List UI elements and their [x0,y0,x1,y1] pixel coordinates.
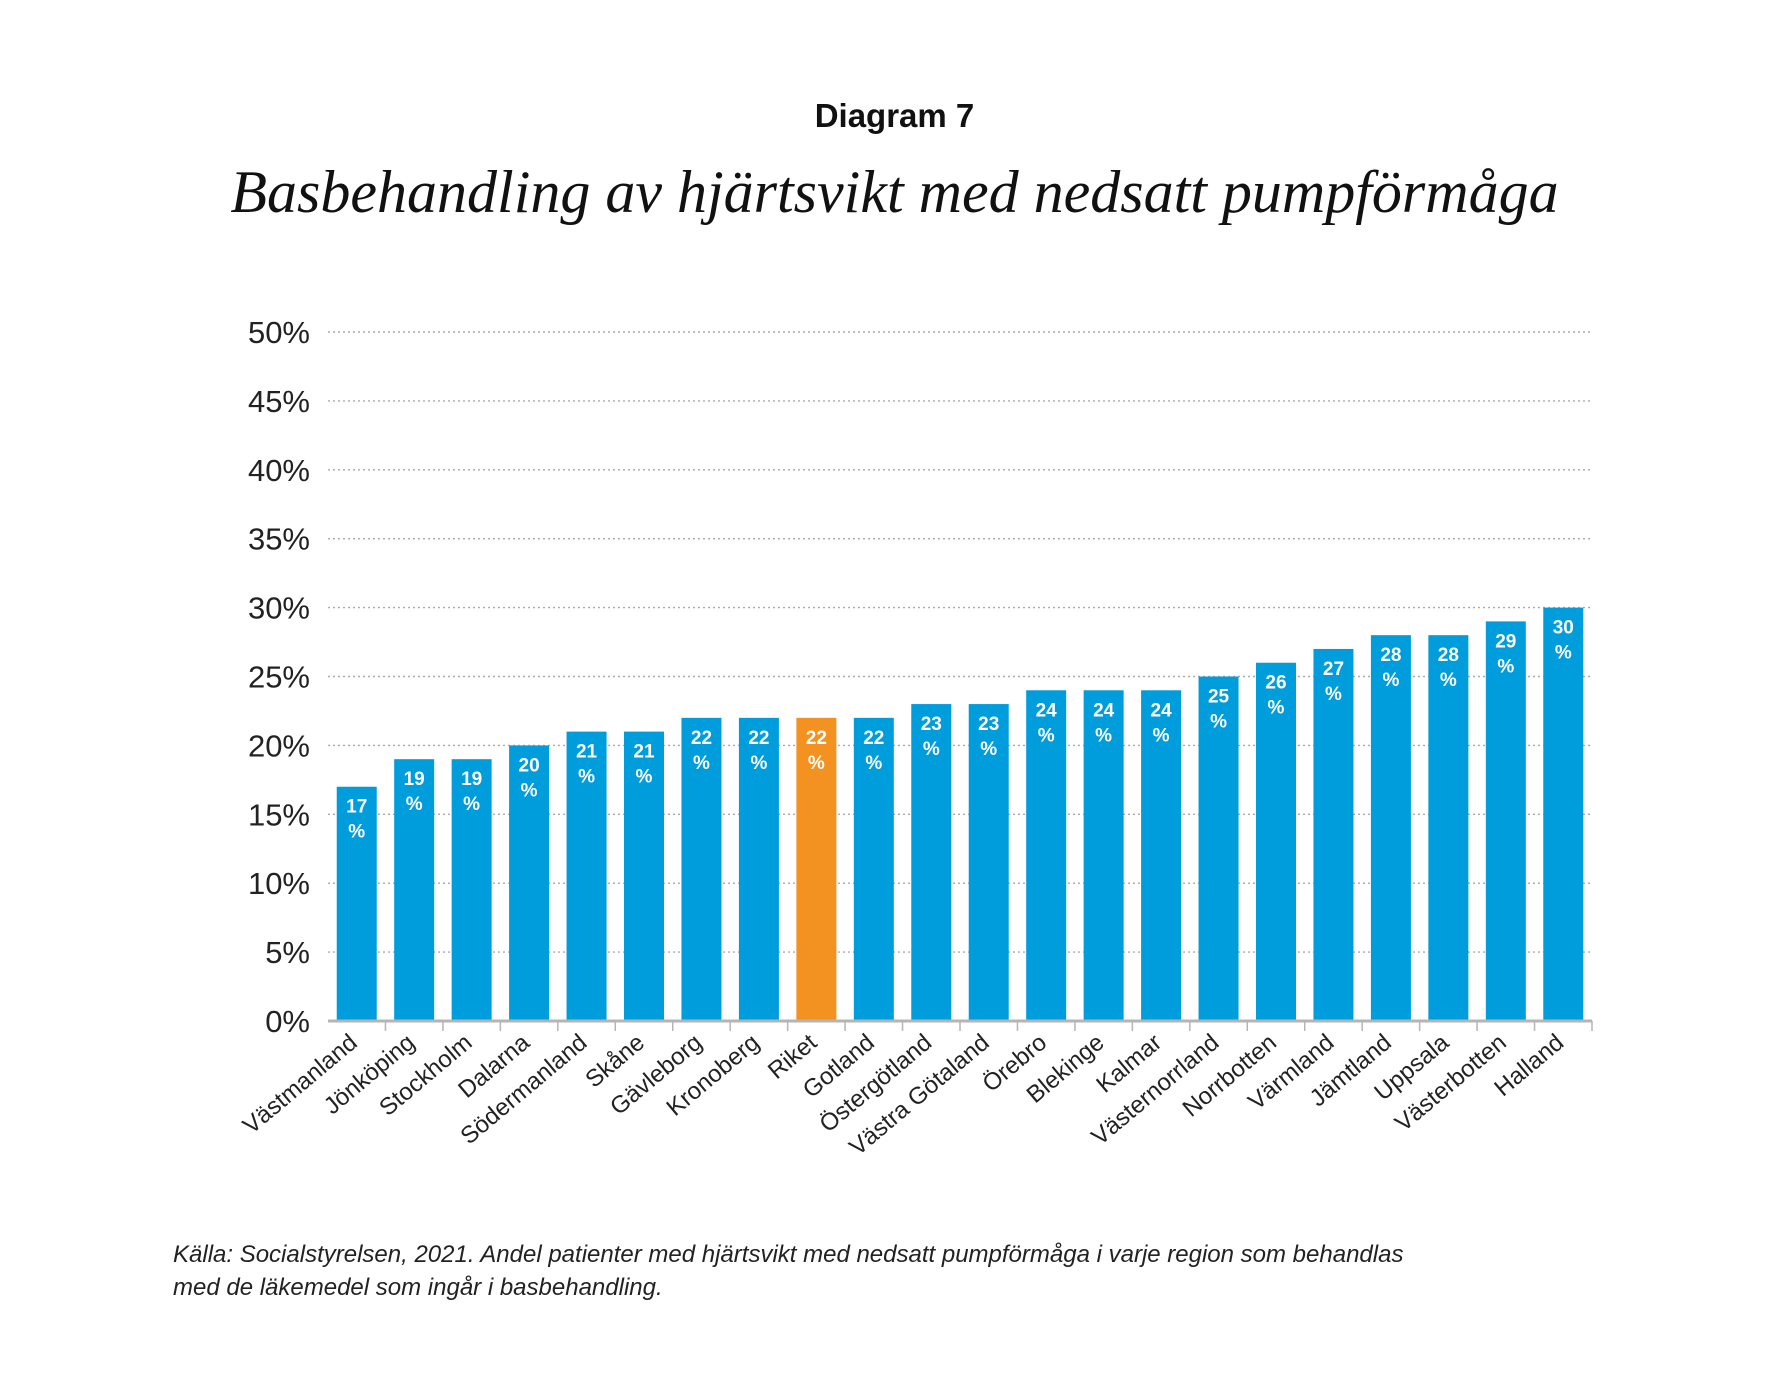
bar-norrbotten [1256,662,1296,1021]
value-label-unit: % [1325,684,1342,705]
value-label-number: 19 [404,769,425,790]
bar-västernorrland [1198,676,1239,1021]
diagram-number: Diagram 7 [814,97,975,134]
bar-kalmar [1141,690,1182,1021]
value-label-unit: % [1382,670,1399,691]
y-tick-label: 5% [265,935,310,970]
bars [336,607,1584,1021]
value-label-number: 26 [1265,673,1286,694]
y-tick-label: 20% [248,728,310,763]
bar-jönköping [394,759,435,1021]
value-label-number: 17 [346,797,367,818]
y-tick-label: 15% [248,797,310,832]
bar-jämtland [1370,635,1411,1021]
value-label-unit: % [923,739,940,760]
value-label-unit: % [348,822,365,843]
value-label-number: 24 [1036,700,1058,721]
value-label-unit: % [750,753,767,774]
y-tick-label: 30% [248,591,310,626]
value-label-number: 29 [1495,631,1516,652]
value-label-unit: % [406,794,423,815]
bar-västmanland [336,786,377,1021]
value-label-unit: % [1555,643,1572,664]
y-tick-label: 0% [265,1004,310,1039]
bar-skåne [624,731,664,1021]
value-label-number: 24 [1093,700,1115,721]
x-axis: VästmanlandJönköpingStockholmDalarnaSöde… [238,1019,1593,1161]
value-label-unit: % [521,780,538,801]
bar-halland [1543,607,1584,1021]
value-label-unit: % [1210,712,1227,733]
value-label-unit: % [980,739,997,760]
bar-västra-götaland [968,704,1009,1021]
value-label-unit: % [808,753,825,774]
value-label-number: 24 [1151,700,1173,721]
y-tick-label: 50% [248,315,310,350]
bar-örebro [1026,690,1067,1021]
bar-västerbotten [1485,621,1526,1021]
value-label-unit: % [865,753,882,774]
source-note: Källa: Socialstyrelsen, 2021. Andel pati… [173,1238,1623,1304]
value-label-number: 27 [1323,659,1344,680]
value-label-unit: % [1497,656,1514,677]
value-label-number: 22 [863,728,884,749]
chart-title: Basbehandling av hjärtsvikt med nedsatt … [230,159,1559,225]
value-label-number: 22 [691,728,712,749]
value-label-unit: % [1038,725,1055,746]
bar-östergötland [911,704,952,1021]
source-line-1: Källa: Socialstyrelsen, 2021. Andel pati… [173,1241,1404,1268]
bar-blekinge [1083,690,1124,1021]
value-label-number: 21 [633,742,655,763]
value-label-unit: % [1153,725,1170,746]
bar-kronoberg [738,717,779,1021]
value-label-unit: % [463,794,480,815]
value-label-unit: % [636,767,653,788]
value-label-number: 20 [519,755,540,776]
value-labels: 17% 19% 19% 20% 21% 21% 22% 22% 22% 22% 23% 23% 24% 2… [346,618,1574,843]
value-label-number: 30 [1553,618,1574,639]
value-label-number: 23 [921,714,942,735]
value-label-number: 23 [978,714,999,735]
value-label-number: 22 [806,728,827,749]
source-line-2: med de läkemedel som ingår i basbehandli… [173,1274,663,1301]
value-label-number: 19 [461,769,482,790]
bar-dalarna [509,745,550,1021]
y-tick-label: 40% [248,453,310,488]
value-label-unit: % [1440,670,1457,691]
bar-riket [796,717,837,1021]
value-label-unit: % [1095,725,1112,746]
bar-stockholm [451,759,492,1021]
value-label-unit: % [693,753,710,774]
value-label-number: 28 [1380,645,1401,666]
value-label-unit: % [1268,698,1285,719]
value-label-number: 25 [1208,687,1230,708]
bar-södermanland [566,731,607,1021]
value-label-number: 22 [748,728,769,749]
y-tick-label: 35% [248,522,310,557]
y-tick-label: 10% [248,866,310,901]
bar-gotland [853,717,894,1021]
bar-gävleborg [681,717,722,1021]
bar-värmland [1313,648,1354,1021]
value-label-unit: % [578,767,595,788]
y-tick-label: 25% [248,660,310,695]
value-label-number: 28 [1438,645,1459,666]
y-axis: 0% 5% 10% 15% 20% 25% 30% 35% 40% 45% 50% [248,315,310,1039]
bar-uppsala [1428,635,1469,1021]
value-label-number: 21 [576,742,598,763]
y-tick-label: 45% [248,384,310,419]
